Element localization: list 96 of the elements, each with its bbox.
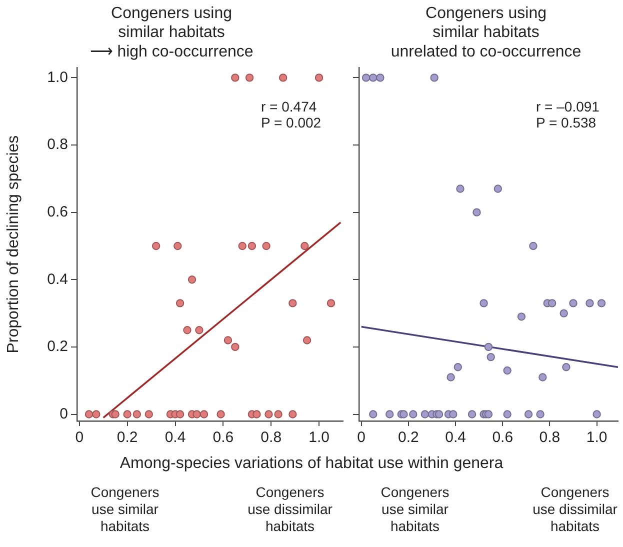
point — [562, 363, 570, 372]
point — [400, 410, 408, 418]
point — [430, 74, 438, 82]
x-tick-label: 0.8 — [539, 429, 560, 446]
point — [484, 410, 493, 418]
x-tick-label: 0.2 — [116, 429, 138, 446]
y-axis-title: Proportion of declining species — [5, 135, 22, 354]
point — [183, 326, 192, 334]
point — [238, 242, 246, 250]
point — [386, 410, 394, 418]
point — [468, 410, 476, 418]
x-tick-label: 0.4 — [445, 429, 466, 446]
point — [144, 410, 153, 418]
x-tick-label: 0.8 — [260, 429, 282, 446]
x-tick-label: 0 — [75, 429, 84, 446]
point — [362, 74, 370, 82]
point — [494, 184, 502, 193]
point — [314, 74, 324, 82]
point — [278, 74, 288, 82]
point — [123, 410, 132, 418]
x-tick-label: 0.6 — [492, 429, 514, 446]
point — [248, 242, 256, 250]
point — [262, 242, 270, 250]
x-tick-label: 1.0 — [586, 429, 608, 446]
point — [369, 74, 378, 82]
point — [176, 299, 184, 308]
annotation: r = 0.474 P = 0.002 — [261, 98, 322, 131]
point — [586, 299, 594, 308]
y-tick-label: 0.6 — [47, 203, 68, 220]
point — [195, 326, 204, 334]
x-axis-title: Among-species variations of habitat use within genera — [118, 455, 504, 473]
point — [560, 309, 568, 318]
y-tick-label: 0.2 — [47, 338, 68, 356]
x-tick-label: 0.2 — [398, 429, 419, 446]
point — [480, 299, 488, 308]
point — [597, 299, 606, 308]
point — [486, 352, 495, 362]
text: Congeners use dissimilar habitats — [532, 484, 618, 535]
text: Congeners use similar habitats — [90, 484, 160, 535]
point — [529, 242, 538, 250]
point — [216, 410, 225, 418]
point — [420, 410, 430, 418]
point — [326, 299, 336, 308]
point — [132, 410, 142, 418]
annotation: r = –0.091 P = 0.538 — [536, 98, 600, 131]
point — [264, 410, 273, 418]
point — [449, 410, 458, 418]
point — [192, 410, 201, 418]
y-tick-label: 1.0 — [47, 68, 68, 86]
point — [174, 242, 182, 250]
point — [224, 336, 232, 344]
point — [446, 373, 455, 382]
point — [176, 410, 184, 418]
text: Congeners use dissimilar habitats — [246, 484, 334, 535]
point — [302, 336, 312, 344]
point — [409, 410, 418, 418]
x-tick-label: 0 — [357, 429, 366, 446]
point — [231, 342, 240, 352]
point — [538, 373, 547, 382]
point — [524, 410, 533, 418]
point — [92, 410, 100, 418]
point — [288, 410, 297, 418]
text: Congeners use similar habitats — [380, 484, 450, 535]
point — [434, 410, 444, 418]
point — [300, 242, 309, 250]
point — [369, 410, 378, 418]
point — [188, 276, 196, 284]
point — [252, 410, 261, 418]
point — [376, 74, 384, 82]
point — [548, 299, 556, 308]
point — [484, 342, 493, 352]
point — [152, 242, 160, 250]
point — [592, 410, 601, 418]
point — [200, 410, 208, 418]
x-tick-label: 0.6 — [212, 429, 234, 446]
y-tick-label: 0.4 — [47, 270, 68, 288]
point — [84, 410, 94, 418]
chart-title: Congeners using similar habitats unrelated to co-occurrence — [390, 5, 582, 60]
chart-title: Congeners using similar habitats ⟶ high co-occurrence — [90, 5, 254, 60]
point — [503, 366, 512, 375]
point — [274, 410, 282, 418]
y-tick-label: 0.8 — [47, 136, 68, 154]
point — [503, 410, 512, 418]
point — [231, 74, 240, 82]
point — [472, 208, 481, 216]
point — [569, 299, 578, 308]
x-tick-label: 0.4 — [164, 429, 186, 446]
point — [245, 74, 254, 82]
x-tick-label: 1.0 — [308, 429, 330, 446]
point — [111, 410, 120, 418]
point — [456, 184, 464, 193]
point — [536, 410, 544, 418]
point — [454, 363, 462, 372]
point — [288, 299, 297, 308]
point — [517, 312, 526, 321]
y-tick-label: 0 — [60, 405, 68, 422]
